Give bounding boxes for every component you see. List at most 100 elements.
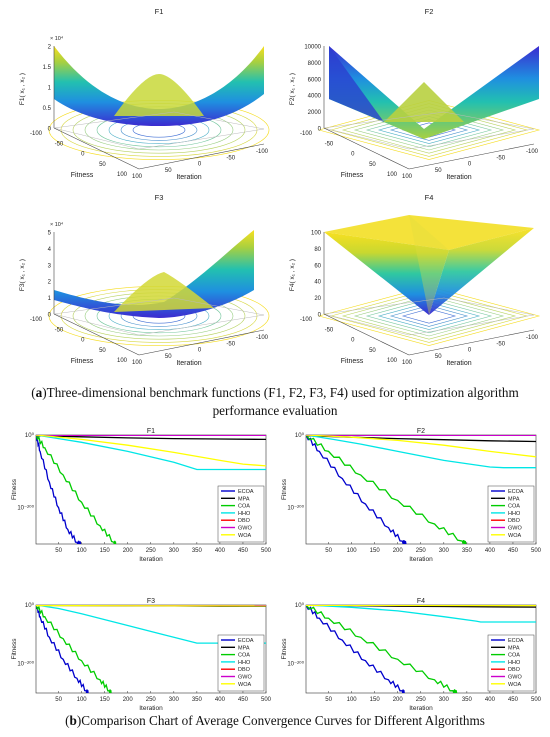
z-tick-label: 2	[48, 45, 52, 51]
iteration-axis-label: Iteration	[446, 360, 471, 367]
surface-f4-back	[409, 215, 449, 315]
surface-f2-left	[329, 46, 384, 122]
iteration-tick-label: -100	[256, 149, 269, 155]
z-tick-label: 4	[48, 247, 52, 253]
x-tick-label: 500	[261, 548, 272, 554]
legend-box	[217, 485, 265, 543]
x-tick-label: 350	[192, 548, 203, 554]
legend-label-dbo: DBO	[238, 518, 251, 524]
legend-label-ecoa: ECOA	[508, 638, 524, 644]
x-axis-label: Iteration	[409, 556, 433, 563]
z-tick-label: 8000	[308, 61, 322, 67]
contour-line	[401, 308, 457, 324]
fitness-tick-label: 50	[99, 162, 106, 168]
iteration-tick-label: -100	[526, 335, 539, 341]
legend-label-coa: COA	[508, 504, 520, 510]
x-tick-label: 350	[462, 697, 473, 703]
x-tick-label: 200	[123, 697, 134, 703]
y-tick-label: 10⁰	[25, 432, 35, 439]
surface-f1-front	[114, 74, 204, 116]
legend-box	[487, 634, 535, 692]
caption-a-label: a	[35, 385, 43, 400]
fitness-tick-label: 0	[351, 338, 355, 344]
y-tick-label: 10⁻²⁰⁰	[17, 505, 34, 512]
fitness-tick-label: -50	[55, 141, 64, 147]
z-tick-label: 1	[48, 86, 52, 92]
fitness-tick-label: -100	[300, 317, 313, 323]
y-tick-label: 10⁻²⁰⁰	[17, 661, 34, 668]
series-line-coa	[36, 605, 112, 693]
legend-label-mpa: MPA	[508, 645, 520, 651]
surface-f4-left	[324, 232, 449, 315]
floor-box	[323, 297, 535, 336]
x-tick-label: 150	[370, 548, 381, 554]
z-tick-label: 0.5	[43, 106, 52, 112]
fitness-axis-label: Fitness	[71, 172, 94, 179]
surface-f3	[54, 230, 254, 318]
x-tick-label: 500	[531, 548, 542, 554]
x-tick-label: 100	[77, 548, 88, 554]
legend-label-hho: HHO	[508, 511, 521, 517]
fitness-tick-label: 100	[387, 358, 398, 364]
x-tick-label: 300	[439, 697, 450, 703]
iteration-tick-label: 100	[402, 360, 413, 366]
iteration-tick-label: 50	[435, 168, 442, 174]
iteration-axis-label: Iteration	[446, 174, 471, 181]
surface-f2	[329, 46, 539, 139]
legend-box	[217, 634, 265, 692]
legend-box	[487, 485, 535, 543]
fitness-axis-label: Fitness	[341, 358, 364, 365]
surface-f4-rim	[324, 215, 534, 250]
iteration-tick-label: 0	[468, 162, 472, 168]
iteration-axis-line	[408, 329, 535, 356]
x-tick-label: 200	[123, 548, 134, 554]
legend-label-woa: WOA	[238, 682, 251, 688]
legend-label-gwo: GWO	[508, 526, 522, 532]
iteration-tick-label: -50	[496, 155, 505, 161]
contour-line	[317, 286, 541, 346]
series-line-coa	[306, 605, 458, 693]
fitness-tick-label: -50	[325, 141, 334, 147]
z-tick-label: 60	[314, 263, 321, 269]
fitness-tick-label: 50	[369, 348, 376, 354]
series-line-woa	[36, 435, 266, 467]
x-tick-label: 100	[347, 697, 358, 703]
series-group	[306, 605, 536, 693]
fitness-tick-label: -50	[55, 327, 64, 333]
z-tick-label: 2000	[308, 110, 322, 116]
series-line-hho	[306, 605, 536, 623]
iteration-tick-label: -100	[256, 335, 269, 341]
x-tick-label: 50	[55, 548, 62, 554]
series-line-ecoa	[306, 435, 407, 544]
iteration-axis-line	[408, 143, 535, 170]
z-tick-label: 10000	[304, 45, 321, 51]
x-tick-label: 50	[325, 548, 332, 554]
iteration-tick-label: 0	[198, 348, 202, 354]
iteration-tick-label: 0	[468, 348, 472, 354]
y-tick-label: 10⁻²⁰⁰	[287, 505, 304, 512]
z-tick-label: 20	[314, 296, 321, 302]
x-tick-label: 450	[508, 548, 519, 554]
legend-label-mpa: MPA	[238, 496, 250, 502]
legend-label-ecoa: ECOA	[238, 489, 254, 495]
z-axis-label: F1( x₁ , x₂ )	[19, 73, 26, 105]
fitness-axis-line	[53, 313, 140, 356]
x-tick-label: 300	[169, 697, 180, 703]
iteration-tick-label: 100	[132, 360, 143, 366]
series-line-coa	[306, 435, 467, 544]
series-line-ecoa	[36, 435, 82, 544]
legend-label-mpa: MPA	[508, 496, 520, 502]
z-tick-label: 4000	[308, 94, 322, 100]
iteration-tick-label: 50	[435, 354, 442, 360]
series-line-mpa	[36, 435, 266, 441]
floor-box	[53, 111, 265, 150]
x-tick-label: 250	[416, 548, 427, 554]
fitness-axis-label: Fitness	[71, 358, 94, 365]
legend-label-woa: WOA	[508, 682, 521, 688]
series-group	[306, 435, 536, 544]
x-tick-label: 300	[439, 548, 450, 554]
x-tick-label: 50	[325, 697, 332, 703]
series-group	[36, 605, 266, 693]
y-tick-label: 10⁻²⁰⁰	[287, 661, 304, 668]
